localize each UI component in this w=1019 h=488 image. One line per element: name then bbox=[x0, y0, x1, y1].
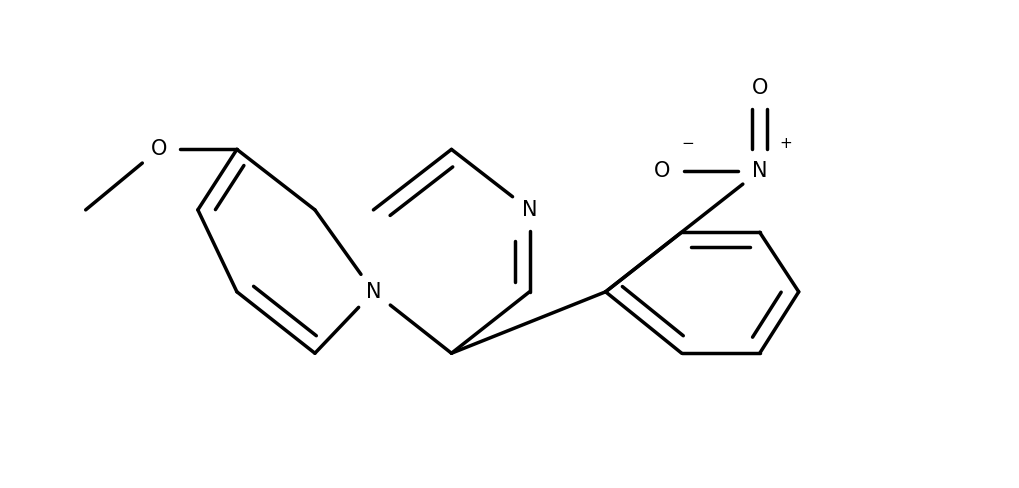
Text: −: − bbox=[681, 136, 694, 151]
Text: O: O bbox=[151, 140, 167, 160]
Text: +: + bbox=[779, 136, 791, 151]
Text: N: N bbox=[366, 282, 381, 302]
Text: O: O bbox=[751, 78, 767, 98]
Text: N: N bbox=[522, 200, 537, 220]
Text: O: O bbox=[653, 161, 669, 181]
Text: N: N bbox=[751, 161, 766, 181]
